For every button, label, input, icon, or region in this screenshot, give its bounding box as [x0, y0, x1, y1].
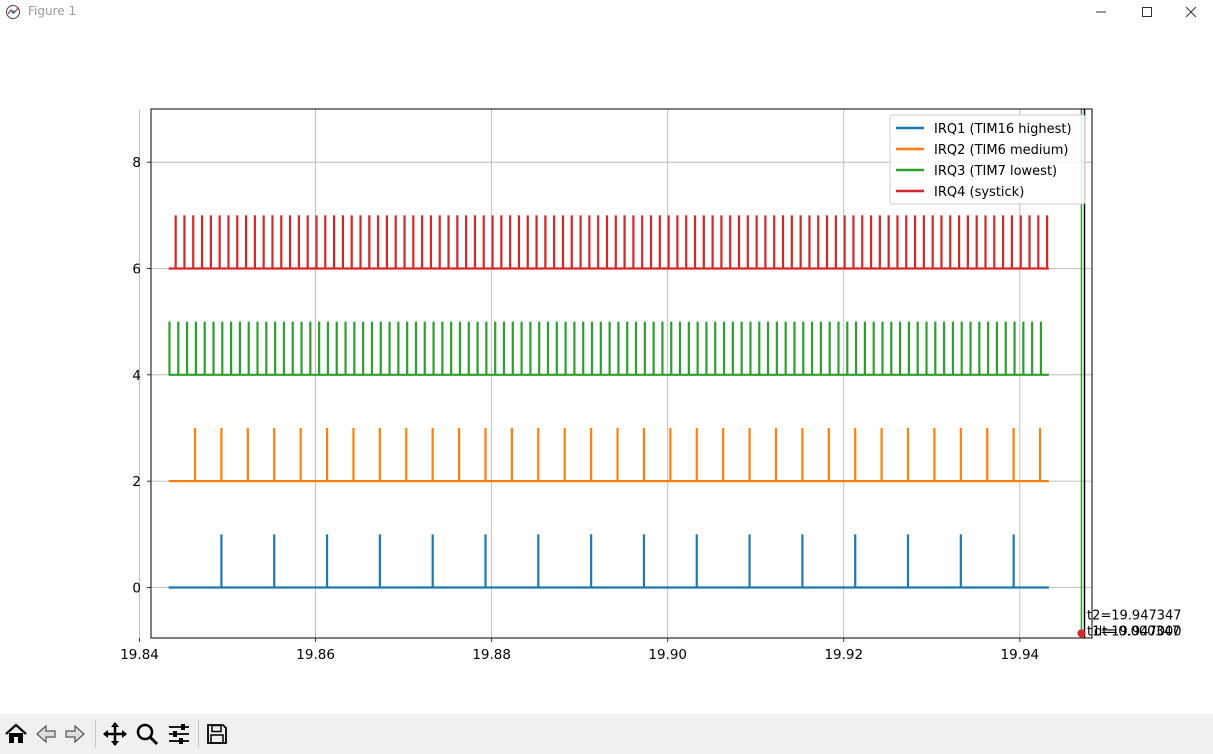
maximize-button[interactable]	[1124, 0, 1170, 24]
plot-series	[168, 215, 1049, 589]
minimize-icon	[1096, 11, 1106, 13]
app-icon	[6, 5, 20, 19]
axes-frame	[150, 108, 1093, 639]
close-icon	[1185, 6, 1197, 18]
cursor-annotations: t2=19.947347 t1=19.947000 dt=0.000347	[1087, 609, 1182, 640]
x-tick-label: 19.90	[648, 647, 687, 663]
forward-button[interactable]	[60, 718, 90, 750]
pan-icon	[103, 722, 127, 746]
y-tick-label: 0	[132, 580, 141, 596]
x-tick-label: 19.86	[296, 647, 335, 663]
title-bar: Figure 1	[0, 0, 1213, 24]
legend-frame	[889, 114, 1086, 205]
cursor-marker	[1077, 629, 1086, 638]
maximize-icon	[1142, 7, 1152, 17]
back-icon	[36, 724, 56, 744]
y-tick-label: 8	[132, 155, 141, 171]
series-2	[168, 427, 1049, 483]
legend: IRQ1 (TIM16 highest) IRQ2 (TIM6 medium) IR…	[889, 114, 1086, 205]
series-3	[168, 321, 1049, 376]
series-1	[168, 534, 1049, 589]
legend-label: IRQ2 (TIM6 medium)	[934, 143, 1068, 158]
figure-canvas[interactable]: 19.84 19.86 19.88 19.90 19.92 19.94 0 2 4 6 8 IRQ1…	[0, 24, 1213, 714]
zoom-icon	[136, 723, 159, 746]
home-icon	[5, 723, 27, 743]
y-tick-label: 4	[132, 368, 141, 384]
home-button[interactable]	[1, 718, 31, 750]
configure-subplots-button[interactable]	[164, 718, 194, 750]
save-button[interactable]	[202, 718, 232, 750]
series-4	[168, 215, 1049, 270]
legend-label: IRQ4 (systick)	[934, 185, 1024, 200]
pan-button[interactable]	[100, 718, 130, 750]
x-tick-label: 19.94	[1000, 647, 1039, 663]
navigation-toolbar	[0, 714, 1213, 754]
x-tick-label: 19.84	[120, 647, 159, 663]
annotation-t2: t2=19.947347	[1087, 609, 1182, 624]
window-title: Figure 1	[28, 4, 77, 18]
back-button[interactable]	[31, 718, 61, 750]
forward-icon	[65, 724, 85, 744]
x-tick-label: 19.92	[824, 647, 863, 663]
close-button[interactable]	[1168, 0, 1213, 24]
legend-label: IRQ1 (TIM16 highest)	[934, 122, 1072, 137]
annotation-t1: t1=19.947000	[1087, 625, 1182, 640]
toolbar-separator	[95, 720, 96, 748]
minimize-button[interactable]	[1078, 0, 1124, 24]
x-tick-label: 19.88	[472, 647, 511, 663]
zoom-button[interactable]	[132, 718, 162, 750]
y-tick-label: 6	[132, 261, 141, 277]
toolbar-separator	[198, 720, 199, 748]
save-icon	[207, 724, 227, 744]
y-tick-label: 2	[132, 474, 141, 490]
axis-ticks: 19.84 19.86 19.88 19.90 19.92 19.94 0 2 4 6 8	[120, 155, 1039, 663]
annotation-dt: dt=0.000347	[1094, 625, 1180, 640]
legend-label: IRQ3 (TIM7 lowest)	[934, 164, 1057, 179]
configure-subplots-icon	[169, 724, 189, 744]
